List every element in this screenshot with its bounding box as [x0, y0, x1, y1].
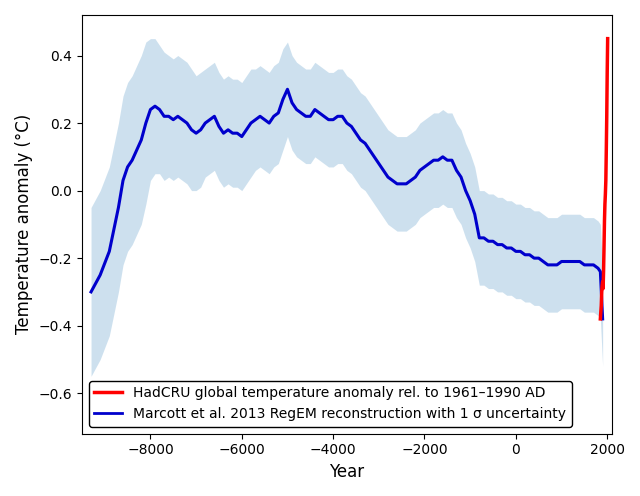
HadCRU global temperature anomaly rel. to 1961–1990 AD	[598, 282, 606, 288]
HadCRU global temperature anomaly rel. to 1961–1990 AD	[601, 201, 609, 207]
HadCRU global temperature anomaly rel. to 1961–1990 AD	[604, 36, 611, 42]
Marcott et al. 2013 RegEM reconstruction with 1 σ uncertainty	[339, 113, 346, 119]
Y-axis label: Temperature anomaly (°C): Temperature anomaly (°C)	[15, 114, 33, 334]
HadCRU global temperature anomaly rel. to 1961–1990 AD	[602, 191, 609, 197]
Line: HadCRU global temperature anomaly rel. to 1961–1990 AD: HadCRU global temperature anomaly rel. t…	[600, 39, 607, 319]
HadCRU global temperature anomaly rel. to 1961–1990 AD	[596, 316, 604, 322]
HadCRU global temperature anomaly rel. to 1961–1990 AD	[597, 309, 605, 315]
Marcott et al. 2013 RegEM reconstruction with 1 σ uncertainty	[589, 262, 597, 268]
Legend: HadCRU global temperature anomaly rel. to 1961–1990 AD, Marcott et al. 2013 RegE: HadCRU global temperature anomaly rel. t…	[89, 381, 572, 427]
Marcott et al. 2013 RegEM reconstruction with 1 σ uncertainty	[284, 86, 291, 92]
X-axis label: Year: Year	[329, 463, 364, 481]
Line: Marcott et al. 2013 RegEM reconstruction with 1 σ uncertainty: Marcott et al. 2013 RegEM reconstruction…	[91, 89, 603, 319]
Marcott et al. 2013 RegEM reconstruction with 1 σ uncertainty	[229, 130, 237, 136]
HadCRU global temperature anomaly rel. to 1961–1990 AD	[599, 279, 607, 285]
Marcott et al. 2013 RegEM reconstruction with 1 σ uncertainty	[599, 316, 607, 322]
HadCRU global temperature anomaly rel. to 1961–1990 AD	[604, 69, 611, 75]
Marcott et al. 2013 RegEM reconstruction with 1 σ uncertainty	[215, 124, 223, 129]
HadCRU global temperature anomaly rel. to 1961–1990 AD	[602, 178, 610, 184]
Marcott et al. 2013 RegEM reconstruction with 1 σ uncertainty	[87, 289, 95, 295]
HadCRU global temperature anomaly rel. to 1961–1990 AD	[599, 286, 607, 292]
HadCRU global temperature anomaly rel. to 1961–1990 AD	[597, 303, 605, 309]
HadCRU global temperature anomaly rel. to 1961–1990 AD	[602, 147, 610, 153]
HadCRU global temperature anomaly rel. to 1961–1990 AD	[598, 289, 605, 295]
HadCRU global temperature anomaly rel. to 1961–1990 AD	[600, 269, 607, 275]
Marcott et al. 2013 RegEM reconstruction with 1 σ uncertainty	[398, 181, 406, 187]
HadCRU global temperature anomaly rel. to 1961–1990 AD	[600, 245, 608, 251]
Marcott et al. 2013 RegEM reconstruction with 1 σ uncertainty	[292, 107, 300, 113]
HadCRU global temperature anomaly rel. to 1961–1990 AD	[603, 113, 611, 119]
HadCRU global temperature anomaly rel. to 1961–1990 AD	[600, 218, 608, 224]
